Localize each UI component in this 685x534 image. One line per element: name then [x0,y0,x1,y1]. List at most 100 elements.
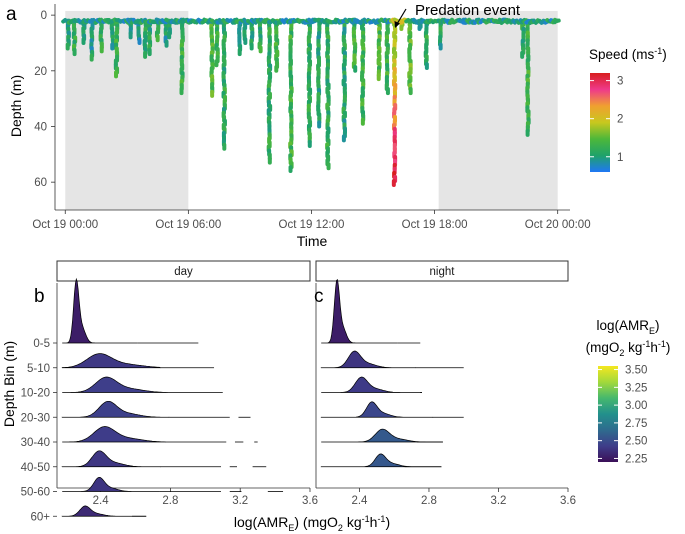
ridge-20-30 [61,400,251,418]
ridge-20-30 [320,401,464,418]
predation-event-arrow [394,8,407,28]
surface-segment [162,19,169,25]
y-tick-label: 60 [34,177,47,189]
ridge-x-tick-label: 2.4 [93,495,110,507]
ridge-50-60 [62,477,284,492]
ridge-x-tick-label: 2.8 [421,495,437,507]
x-tick-label: Oct 20 00:00 [525,219,591,231]
ridge-0-5 [62,277,199,344]
depth-bin-label: 60+ [30,511,50,523]
dive-0 [65,18,71,51]
ridge-x-tick-label: 3.2 [232,495,248,507]
amr-tick-label: 2.25 [625,453,647,465]
x-tick-label: Oct 19 18:00 [402,219,468,231]
amr-legend-title-line1: log(AMRE) [596,318,659,336]
x-tick-label: Oct 19 06:00 [155,219,221,231]
dive-15 [209,18,215,98]
dive-19 [242,18,248,45]
y-tick-label: 40 [34,121,47,133]
dive-21 [257,18,263,54]
ridge-density-40-50 [320,453,442,468]
speed-tick-label: 1 [617,152,623,164]
amr-tick-label: 2.75 [625,418,647,430]
dive-22 [266,18,273,165]
dive-6 [113,18,120,79]
dive-1 [71,18,78,57]
ridge-density-60+ [61,505,147,517]
ridge-density-30-40 [321,428,443,443]
dive-5 [109,18,116,51]
surface-segment [261,19,268,25]
dive-31 [376,18,382,82]
panel-b-day-ridgeline: day 2.4 2.8 3.2 3.6 0-5 5-10 10-20 20-30 30-40 40-… [21,260,318,523]
amr-tick-label: 3.50 [625,365,647,377]
ridge-density-0-5 [62,277,138,344]
ridge-40-50 [320,453,442,468]
ridge-40-50 [61,450,267,468]
speed-colorbar: 1 2 3 [590,73,623,172]
depth-bin-label: 40-50 [21,462,50,474]
dive-24 [288,18,294,174]
ridge-10-20 [62,376,223,393]
ridge-x-tick-label: 3.6 [302,495,318,507]
ridge-density-0-5 [321,278,398,344]
amr-tick-label: 3.25 [625,382,647,394]
ridge-density-5-10 [61,353,161,369]
night-strip-label: night [430,266,456,278]
surface-track [61,17,561,25]
dive-3 [89,18,95,62]
amr-colorbar-ramp [598,366,618,462]
ridge-5-10 [61,353,215,369]
surface-segment [499,19,506,25]
dive-29 [351,18,358,73]
ridge-5-10 [320,350,464,369]
amr-legend-title-line2: (mgO2 kg-1h-1) [586,339,671,358]
y-tick-label: 0 [41,10,47,22]
ridge-60+ [61,505,147,517]
dive-32 [384,18,390,96]
ridge-density-20-30 [320,401,434,418]
ridge-10-20 [321,376,423,393]
ridge-density-30-40 [62,426,166,443]
amr-tick-label: 3.00 [625,400,647,412]
predation-event-annotation: Predation event [415,2,521,19]
surface-segment [459,17,466,24]
dive-16 [214,18,220,68]
panel-c-night-ridgeline: night 2.4 2.8 3.2 3.6 [315,260,576,507]
day-strip [56,260,311,282]
dive-20 [249,18,255,51]
dive-28 [341,18,347,143]
y-axis-title-depth: Depth (m) [8,75,24,137]
ridge-density-40-50 [61,450,161,468]
surface-segment [348,19,355,25]
x-tick-label: Oct 19 12:00 [279,219,345,231]
ridge-0-5 [321,278,421,344]
ridge-density-10-20 [321,376,423,393]
dive-4 [98,18,104,54]
surface-segment [154,17,161,23]
depth-bin-label: 50-60 [21,487,50,499]
y-tick-label: 20 [34,66,47,78]
dive-37 [423,18,429,71]
dive-27 [325,18,331,171]
amr-colorbar: 2.25 2.50 2.75 3.00 3.25 3.50 [598,365,647,465]
panel-label-a: a [6,4,17,25]
amr-tick-label: 2.50 [625,436,647,448]
ridge-x-tick-label: 3.2 [490,495,506,507]
dive-12 [163,18,169,48]
panel-label-b: b [34,286,45,307]
dive-33 [391,18,398,187]
dive-23 [273,18,280,73]
surface-segment [308,19,315,25]
depth-bin-label: 5-10 [27,363,50,375]
dive-10 [147,18,153,57]
ridge-density-20-30 [61,400,170,418]
dive-17 [221,18,228,151]
ridge-x-tick-label: 2.4 [351,495,368,507]
dive-9 [142,18,148,59]
dive-26 [316,18,322,129]
x-axis-title-amr: log(AMRE) (mgO2 kg-1h-1) [234,514,390,533]
day-strip-label: day [174,266,193,278]
y-axis-title-depth-bin: Depth Bin (m) [1,341,17,427]
dive-14 [179,18,185,96]
